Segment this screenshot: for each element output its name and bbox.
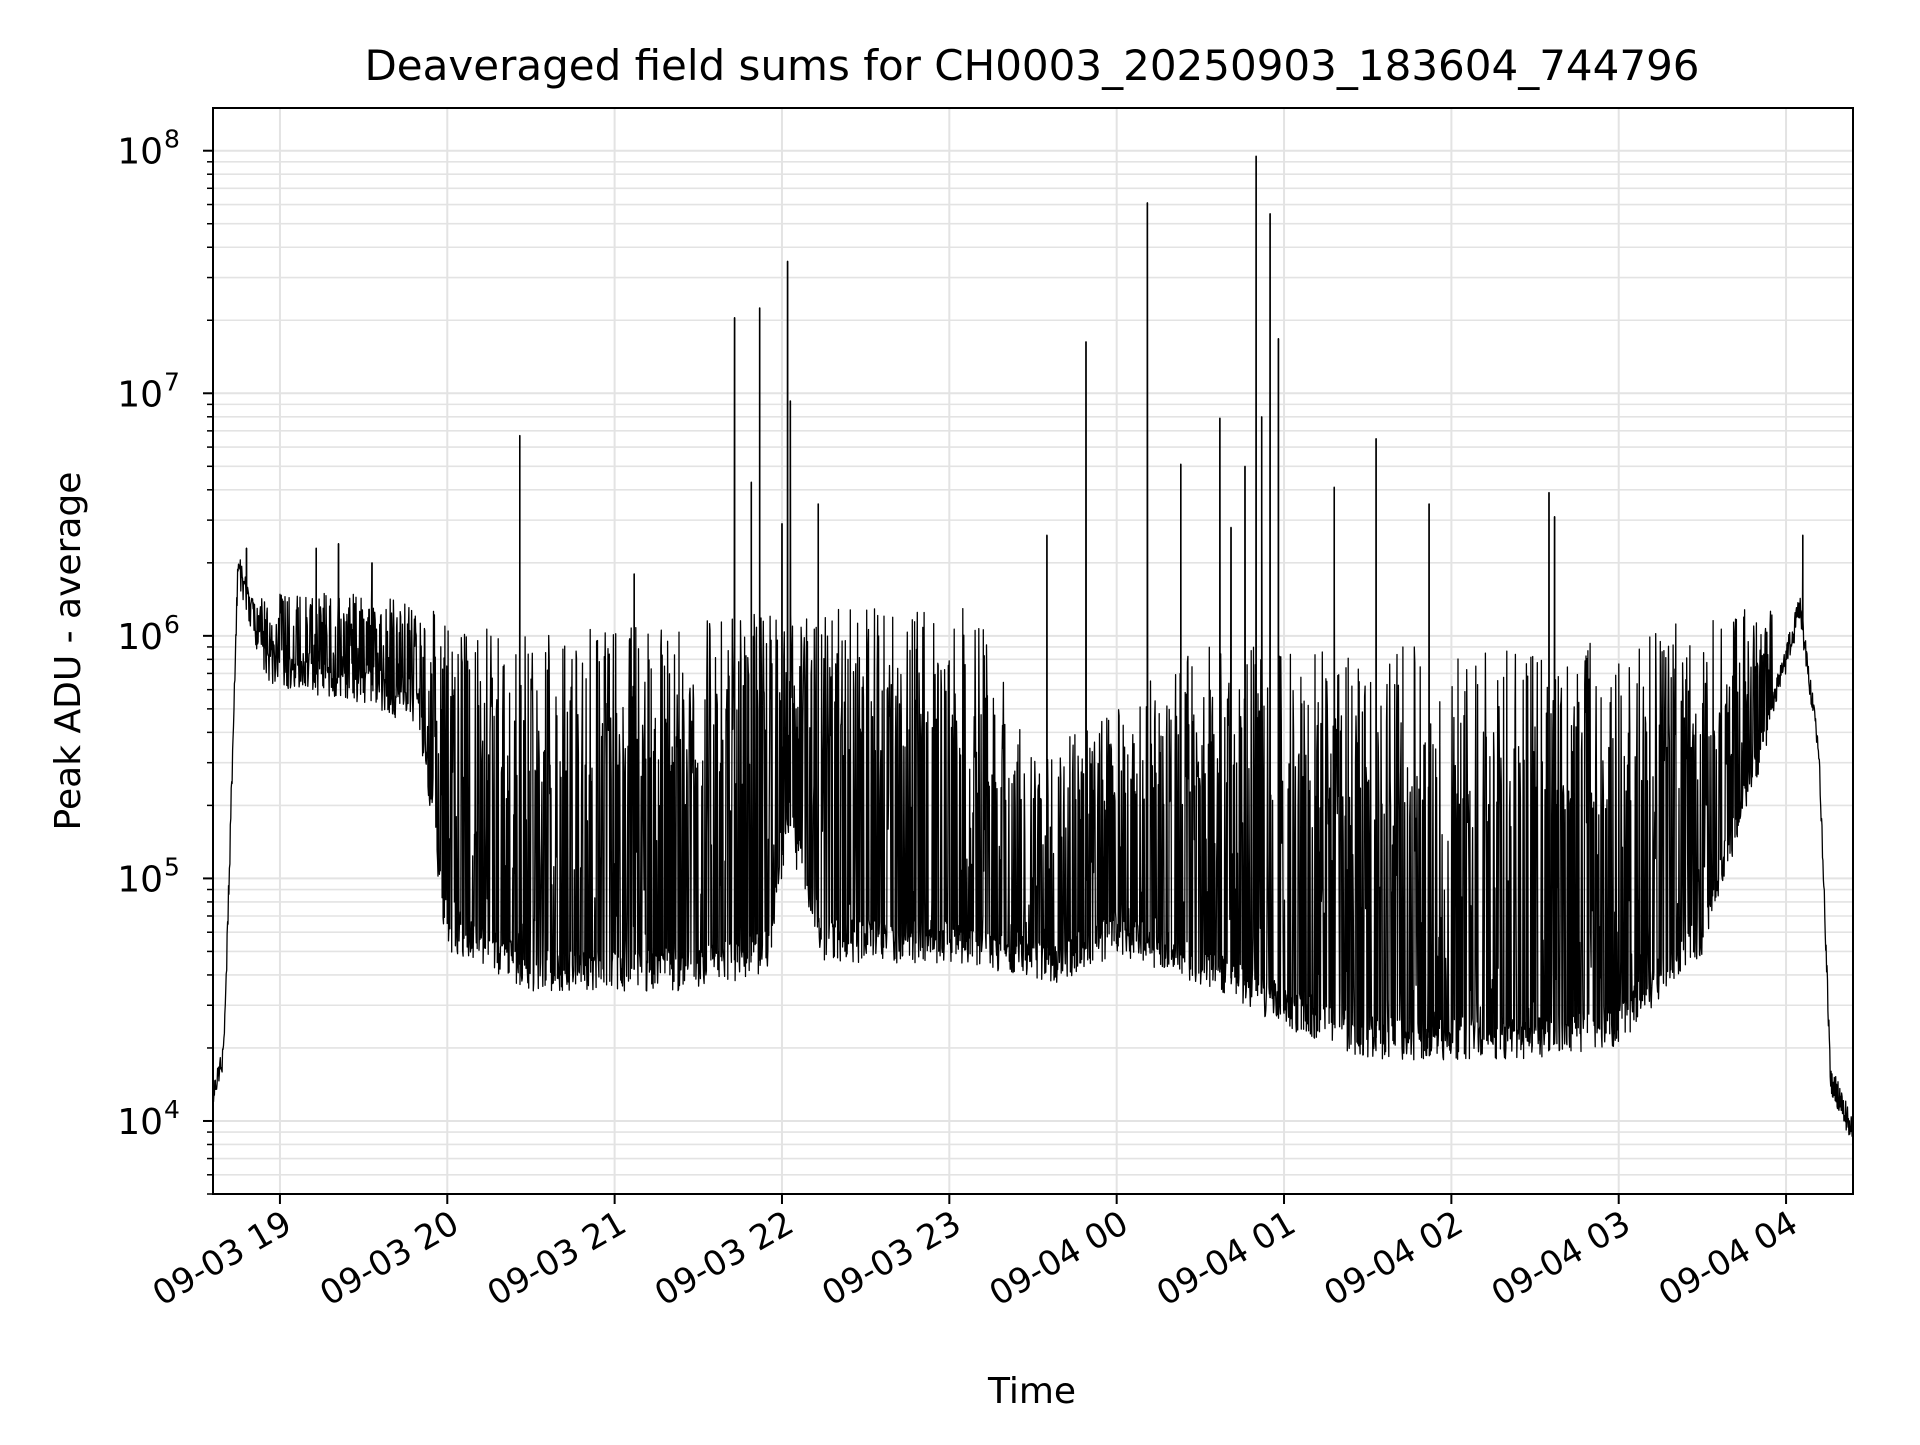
y-tick-label-exponent: 4 xyxy=(164,1095,180,1124)
y-axis-label: Peak ADU - average xyxy=(48,472,89,831)
y-tick-label-exponent: 5 xyxy=(164,852,180,881)
series-line xyxy=(212,155,1854,1137)
y-tick-label: 10 xyxy=(117,859,163,900)
chart-title: Deaveraged field sums for CH0003_2025090… xyxy=(364,41,1699,90)
plot-area xyxy=(212,155,1854,1137)
y-tick-label-exponent: 7 xyxy=(164,367,180,396)
y-tick-label: 10 xyxy=(117,1102,163,1143)
y-tick-label-exponent: 6 xyxy=(164,610,180,639)
y-tick-label: 10 xyxy=(117,374,163,415)
y-tick-label-exponent: 8 xyxy=(164,125,180,154)
y-tick-label: 10 xyxy=(117,132,163,173)
plot-frame xyxy=(212,107,1854,1195)
y-tick-label: 10 xyxy=(117,617,163,658)
x-axis-label: Time xyxy=(987,1371,1076,1412)
